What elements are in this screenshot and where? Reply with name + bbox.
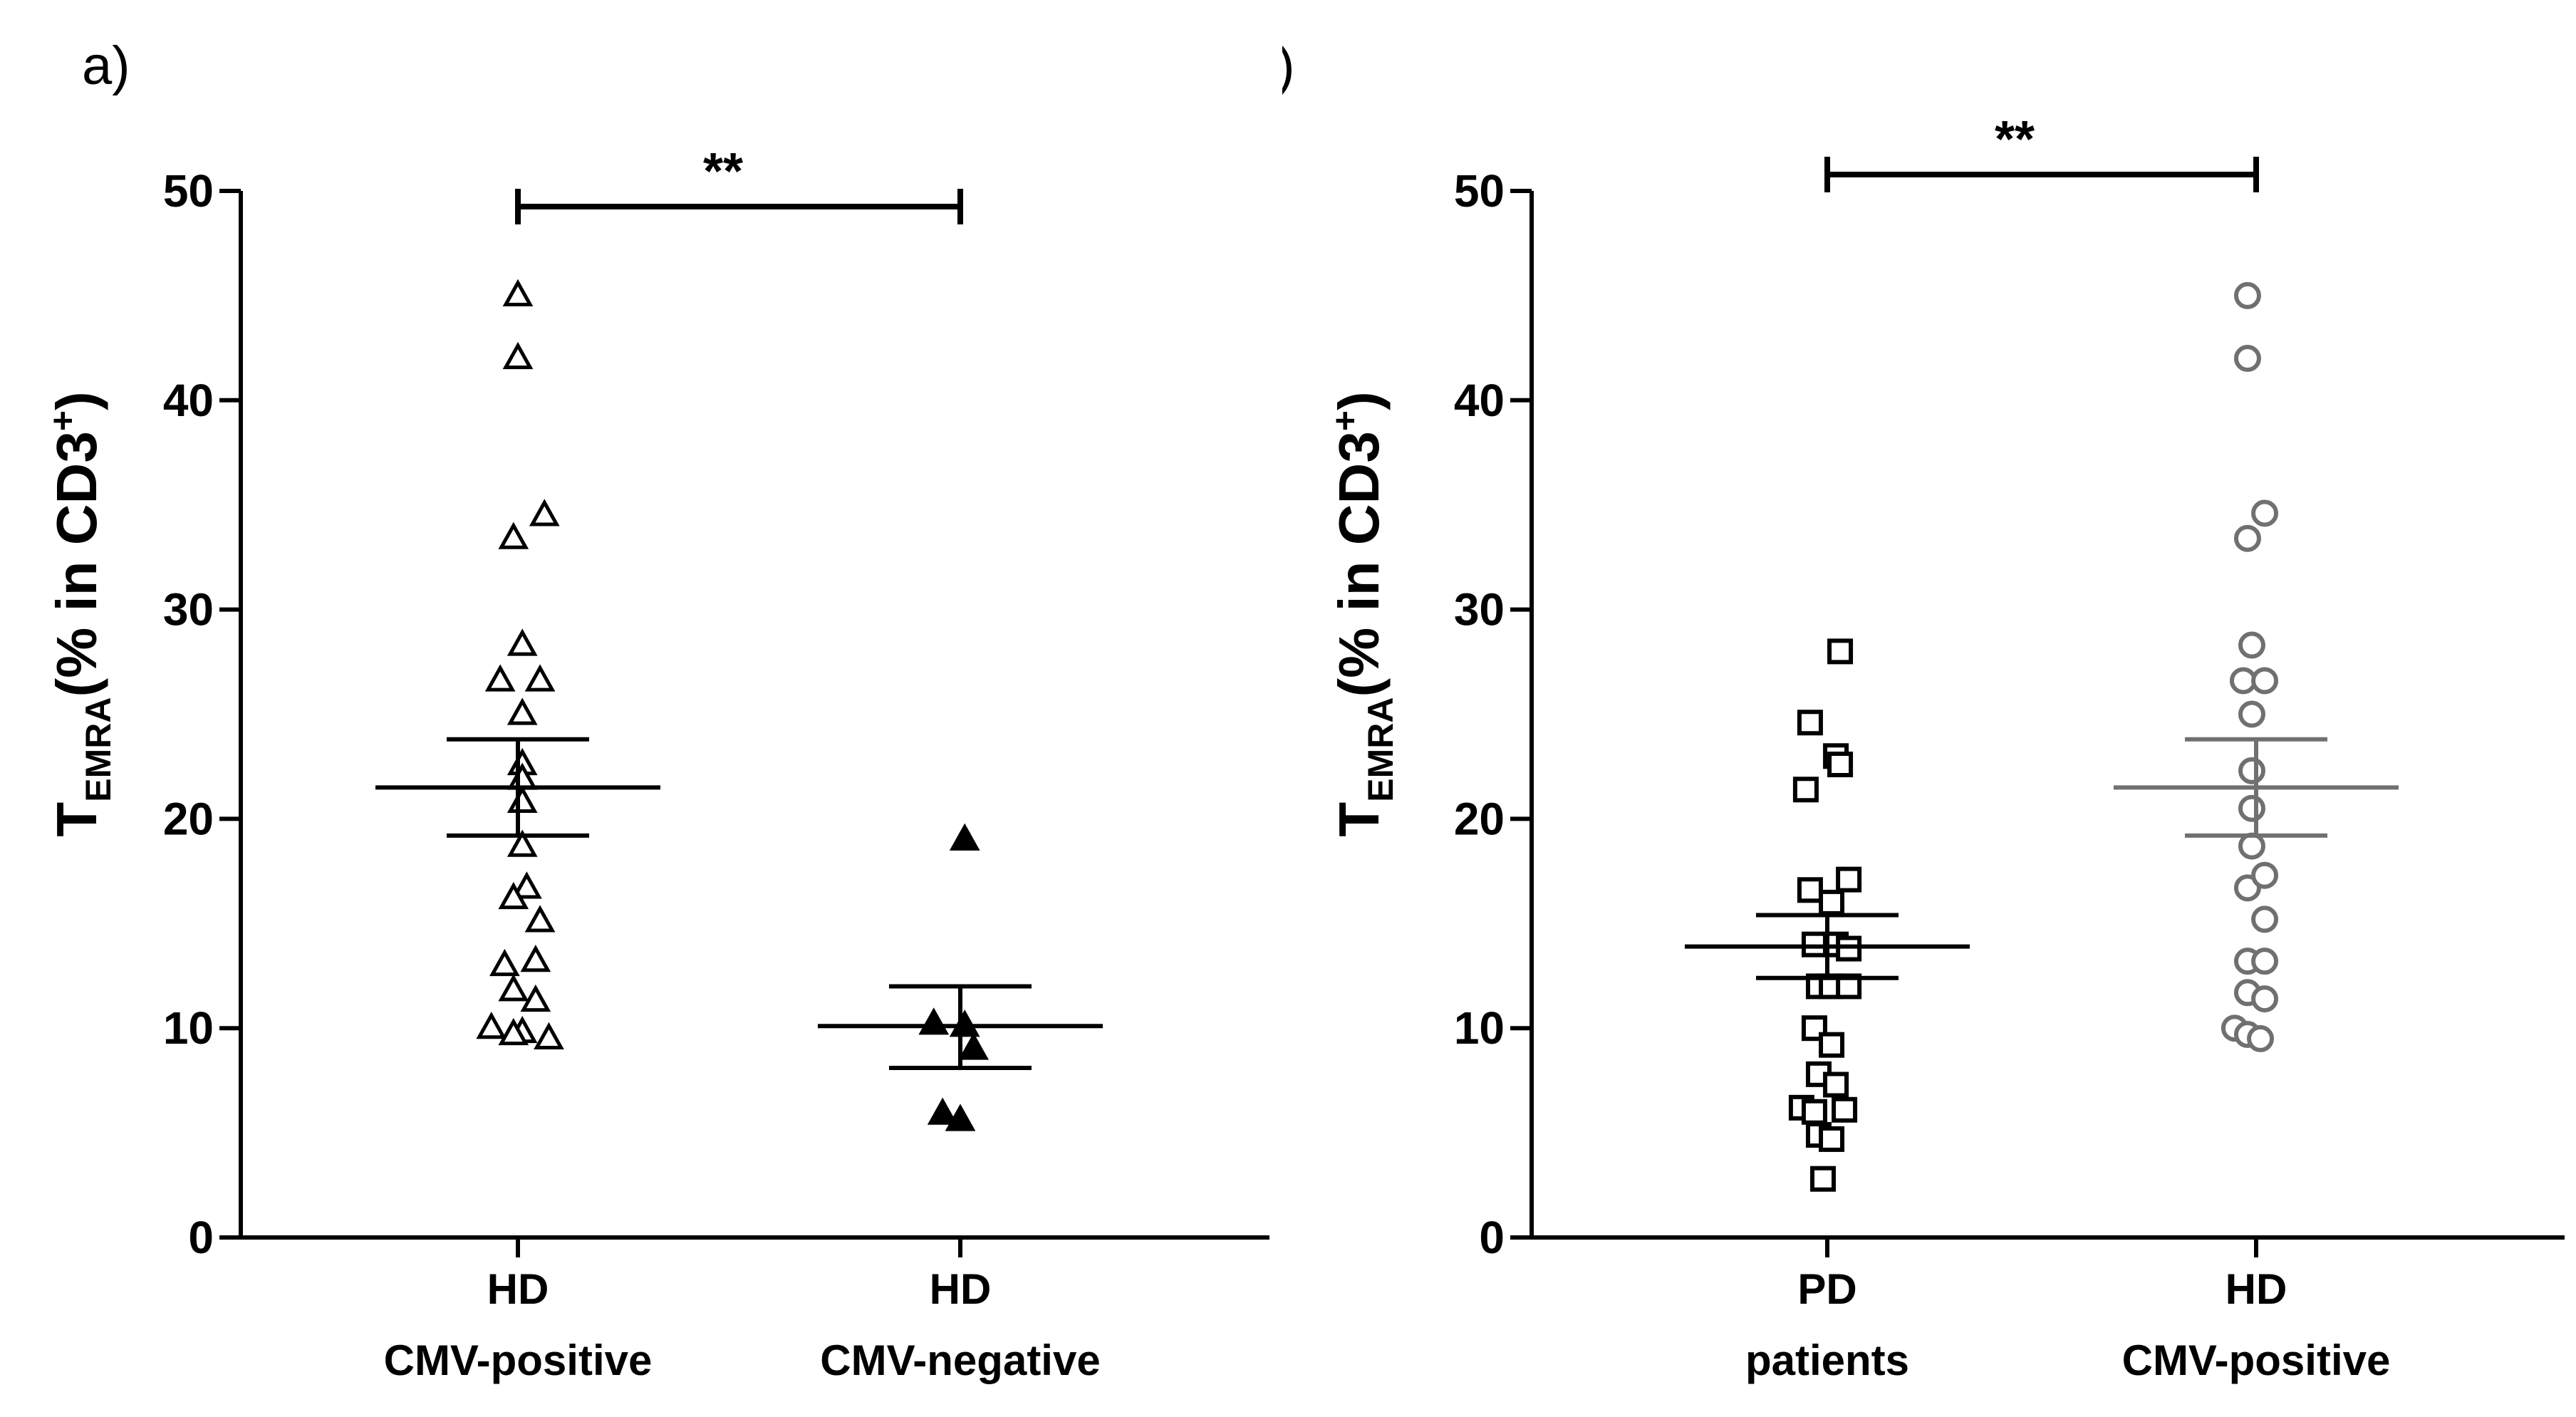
data-point-marker <box>2251 499 2279 527</box>
data-point-marker <box>2238 794 2265 822</box>
data-point-marker <box>2251 985 2279 1013</box>
data-point-marker <box>498 881 529 910</box>
chart-a-svg: a) TEMRA(% in CD3+) 0 10 20 30 40 50 HD CMV-pos… <box>43 36 1269 1384</box>
data-point-marker <box>524 905 556 933</box>
data-point-marker <box>2238 700 2265 728</box>
x-category-label-line1: HD <box>487 1265 549 1313</box>
data-point-marker <box>949 823 980 851</box>
y-tick-label: 40 <box>163 375 214 426</box>
x-category-label-line2: CMV-negative <box>820 1336 1100 1384</box>
data-point-marker <box>1809 1166 1836 1192</box>
data-point-marker <box>507 628 538 656</box>
data-point-marker <box>945 1104 976 1131</box>
data-point-marker <box>498 521 529 549</box>
data-point-marker <box>1819 1126 1845 1152</box>
panel-label-a: a) <box>82 36 130 96</box>
data-point-marker <box>520 984 551 1012</box>
data-point-marker <box>2238 832 2265 860</box>
y-axis-title-b: TEMRA(% in CD3+) <box>1325 391 1401 836</box>
y-axis-title-sub: EMRA <box>1361 697 1401 802</box>
y-axis-title-close: ) <box>1327 391 1391 410</box>
y-tick-label: 20 <box>1454 793 1505 844</box>
data-point-marker <box>2233 524 2261 552</box>
y-axis-title-sub: EMRA <box>78 697 118 802</box>
data-point-marker <box>1792 777 1819 803</box>
y-tick-label: 50 <box>163 165 214 217</box>
data-point-marker <box>489 948 520 977</box>
y-tick-label: 10 <box>1454 1002 1505 1054</box>
data-point-marker <box>511 871 542 899</box>
plot-area-b: 0 10 20 30 40 50 PD patients HD CMV-positive <box>1454 157 2565 1384</box>
plot-area-a: 0 10 20 30 40 50 HD CMV-positive HD CMV-negative <box>163 165 1269 1384</box>
x-category-label-line1: HD <box>930 1265 992 1313</box>
data-point-marker <box>534 1022 564 1049</box>
y-tick-label: 40 <box>1454 375 1505 426</box>
data-point-marker <box>1819 889 1845 915</box>
y-axis-title-rest: (% in CD3 <box>45 431 108 697</box>
data-point-marker <box>1797 710 1823 736</box>
y-axis-title-close: ) <box>45 391 108 410</box>
data-point-marker <box>2247 1024 2275 1052</box>
data-point-marker <box>529 499 560 526</box>
chart-b-svg: b) TEMRA(% in CD3+) 0 10 20 30 40 50 PD patient… <box>1282 36 2565 1384</box>
data-point-marker <box>1827 638 1854 665</box>
data-point-marker <box>502 341 534 370</box>
data-point-marker <box>502 279 534 306</box>
data-point-marker <box>1827 752 1854 778</box>
svg-text:TEMRA(% in CD3+): TEMRA(% in CD3+) <box>1325 391 1401 836</box>
data-point-marker <box>476 1012 507 1039</box>
y-tick-label: 30 <box>1454 584 1505 635</box>
y-axis-title-sup: + <box>43 410 83 431</box>
y-tick-label: 0 <box>188 1212 214 1263</box>
data-point-marker <box>1823 1071 1849 1098</box>
panel-label-b: b) <box>1282 36 1295 96</box>
y-tick-label: 30 <box>163 584 214 635</box>
data-point-marker <box>2238 757 2265 784</box>
data-point-marker <box>2251 861 2279 889</box>
y-axis-title-rest: (% in CD3 <box>1327 431 1391 697</box>
data-point-marker <box>918 1007 950 1035</box>
x-category-label-line2: patients <box>1745 1336 1909 1384</box>
significance-label-a: ** <box>703 143 743 200</box>
chart-panel-b: b) TEMRA(% in CD3+) 0 10 20 30 40 50 PD patient… <box>1282 0 2576 1417</box>
y-axis-title-main: T <box>45 802 108 837</box>
data-point-marker <box>2251 667 2279 695</box>
x-category-label-line2: CMV-positive <box>384 1336 653 1384</box>
data-point-marker <box>1797 877 1823 903</box>
data-point-marker <box>507 697 538 725</box>
chart-panel-a: a) TEMRA(% in CD3+) 0 10 20 30 40 50 HD CMV-pos… <box>0 0 1282 1417</box>
x-category-label-line2: CMV-positive <box>2122 1336 2391 1384</box>
x-category-label-line1: PD <box>1797 1265 1856 1313</box>
y-axis-title-a: TEMRA(% in CD3+) <box>43 391 118 836</box>
data-point-marker <box>2233 281 2261 309</box>
svg-text:TEMRA(% in CD3+): TEMRA(% in CD3+) <box>43 391 118 836</box>
data-point-marker <box>2233 345 2261 373</box>
data-point-marker <box>1832 1096 1858 1123</box>
data-point-marker <box>520 945 551 972</box>
data-point-marker <box>1836 866 1862 893</box>
data-point-marker <box>498 1017 529 1046</box>
x-category-label-line1: HD <box>2226 1265 2287 1313</box>
data-point-marker <box>958 1032 989 1060</box>
data-point-marker <box>2251 905 2279 933</box>
data-point-marker <box>507 829 538 857</box>
data-point-marker <box>484 664 516 692</box>
data-point-marker <box>2238 631 2265 659</box>
y-tick-label: 10 <box>163 1002 214 1054</box>
y-tick-label: 0 <box>1479 1212 1505 1263</box>
data-point-marker <box>524 664 556 692</box>
y-axis-title-main: T <box>1327 802 1391 837</box>
data-point-marker <box>1801 1099 1827 1125</box>
y-axis-title-sup: + <box>1325 410 1365 431</box>
data-point-marker <box>927 1097 958 1125</box>
data-point-marker <box>1819 1032 1845 1058</box>
data-point-marker <box>2251 948 2279 975</box>
y-tick-label: 20 <box>163 793 214 844</box>
data-point-marker <box>507 785 538 813</box>
significance-label-b: ** <box>1995 111 2035 168</box>
y-tick-label: 50 <box>1454 165 1505 217</box>
data-point-marker <box>498 974 529 1002</box>
